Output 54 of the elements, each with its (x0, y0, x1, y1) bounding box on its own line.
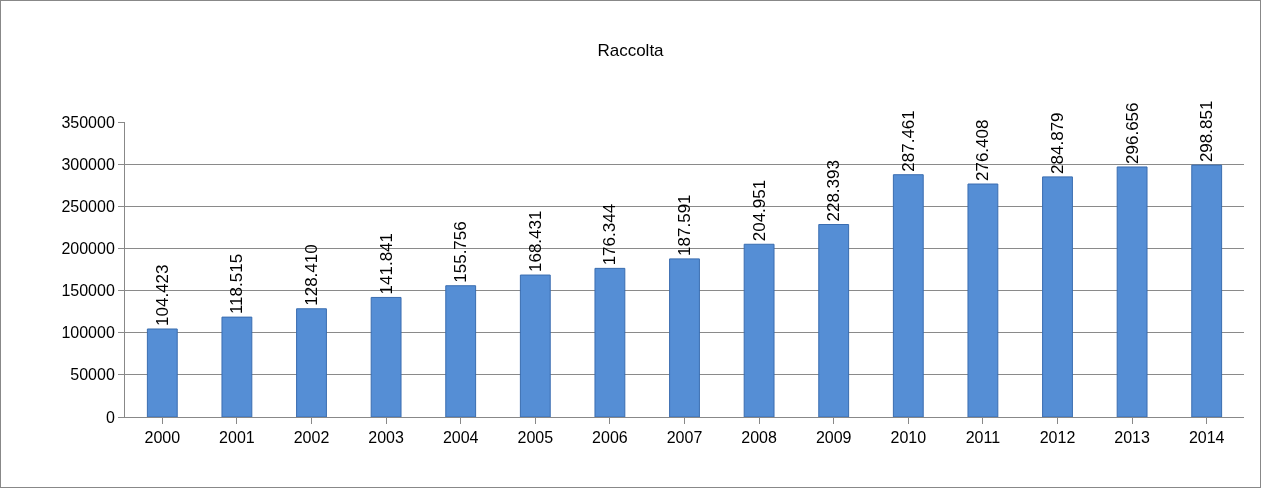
data-label: 104.423 (152, 264, 172, 326)
data-label: 298.851 (1197, 100, 1217, 163)
x-tick-label: 2010 (890, 429, 927, 447)
data-label: 296.656 (1122, 102, 1142, 164)
bar (445, 285, 477, 417)
bar (146, 328, 178, 417)
x-tick-label: 2014 (1188, 429, 1225, 447)
y-tick-label: 250000 (61, 197, 115, 215)
x-tick-label: 2008 (741, 429, 777, 447)
y-tick-label: 150000 (61, 282, 115, 300)
data-label: 118.515 (227, 253, 247, 315)
data-label: 287.461 (898, 110, 918, 172)
data-label: 141.841 (376, 233, 396, 295)
bar (1116, 166, 1148, 417)
x-tick-label: 2013 (1114, 429, 1150, 447)
x-tick-label: 2012 (1039, 429, 1076, 447)
bar (892, 174, 924, 417)
x-tick-label: 2007 (666, 429, 703, 447)
y-tick-label: 200000 (61, 240, 115, 258)
x-tick-label: 2004 (442, 429, 479, 447)
bar (967, 183, 999, 417)
data-label: 128.410 (302, 244, 321, 306)
y-tick-label: 300000 (61, 155, 115, 173)
y-tick-label: 350000 (61, 113, 115, 131)
x-tick-label: 2006 (592, 429, 628, 447)
x-tick-label: 2000 (144, 429, 181, 447)
bar (1191, 164, 1223, 417)
data-label: 228.393 (824, 160, 844, 222)
x-tick-label: 2002 (293, 429, 330, 447)
x-tick-label: 2009 (815, 429, 852, 447)
bar (594, 267, 626, 417)
x-tick-label: 2005 (517, 429, 554, 447)
x-tick-label: 2011 (965, 429, 1001, 447)
x-tick-label: 2001 (219, 429, 255, 447)
data-label: 187.591 (675, 194, 694, 256)
bar (519, 274, 551, 417)
bar (296, 308, 327, 417)
bar (669, 258, 700, 417)
x-tick-label: 2003 (368, 429, 404, 447)
chart-title: Raccolta (597, 40, 665, 60)
data-label: 168.431 (525, 210, 545, 273)
bar (370, 296, 402, 417)
data-label: 176.344 (600, 203, 620, 266)
data-label: 155.756 (451, 221, 471, 283)
y-tick-label: 0 (105, 408, 115, 426)
bar (1042, 176, 1073, 417)
data-label: 276.408 (973, 119, 993, 182)
data-label: 284.879 (1048, 112, 1067, 174)
y-tick-label: 100000 (61, 324, 115, 342)
bar (743, 243, 775, 417)
bar (818, 224, 850, 417)
data-label: 204.951 (749, 179, 769, 242)
y-tick-label: 50000 (70, 366, 115, 384)
bar (221, 316, 253, 417)
